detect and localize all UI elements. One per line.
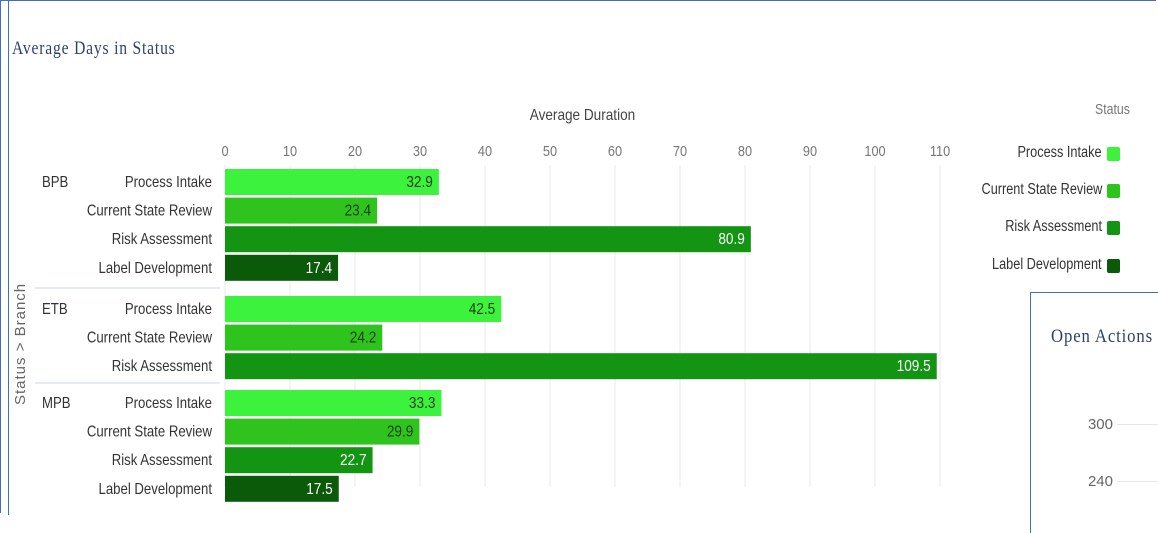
legend-item-label-development[interactable]: Label Development — [940, 256, 1132, 276]
data-label: 17.4 — [306, 260, 333, 277]
frame-left-border — [8, 0, 9, 515]
legend-label: Label Development — [992, 256, 1102, 273]
x-tick-label: 50 — [543, 142, 557, 159]
bar — [225, 390, 442, 416]
inset-gridline — [1117, 481, 1158, 482]
data-label: 33.3 — [409, 395, 436, 412]
data-label: 22.7 — [340, 452, 367, 469]
open-actions-title: Open Actions — [1051, 326, 1154, 347]
legend-item-risk-assessment[interactable]: Risk Assessment — [940, 218, 1132, 238]
x-tick-label: 0 — [221, 142, 228, 159]
legend-swatch — [1107, 147, 1120, 161]
x-tick-label: 20 — [348, 142, 362, 159]
bar — [225, 254, 339, 281]
legend-item-current-state-review[interactable]: Current State Review — [940, 181, 1132, 201]
category-label: Current State Review — [87, 424, 213, 441]
bar — [225, 475, 339, 502]
legend-swatch — [1107, 221, 1120, 235]
category-label: Label Development — [99, 481, 212, 498]
x-tick-label: 90 — [803, 142, 817, 159]
chart-title: Average Days in Status — [12, 38, 176, 59]
y-axis-title: Status > Branch — [12, 283, 29, 405]
branch-label: MPB — [42, 395, 71, 412]
legend-label: Current State Review — [981, 181, 1102, 198]
bar — [225, 197, 378, 224]
open-actions-panel[interactable]: Open Actions 300 240 — [1030, 292, 1158, 533]
x-tick-label: 10 — [283, 142, 297, 159]
x-tick-label: 60 — [608, 142, 622, 159]
legend-item-process-intake[interactable]: Process Intake — [940, 144, 1132, 164]
bar — [225, 418, 420, 445]
category-label: Current State Review — [87, 203, 213, 220]
data-label: 32.9 — [406, 174, 433, 191]
category-label: Process Intake — [125, 174, 212, 191]
data-label: 17.5 — [306, 481, 333, 498]
x-tick-label: 30 — [413, 142, 427, 159]
inset-gridline — [1117, 424, 1158, 425]
data-label: 42.5 — [469, 301, 496, 318]
legend-title: Status — [1095, 101, 1130, 118]
bar — [225, 447, 373, 474]
category-label: Process Intake — [125, 301, 212, 318]
branch-label: ETB — [42, 301, 68, 318]
x-tick-label: 80 — [738, 142, 752, 159]
data-label: 23.4 — [345, 203, 372, 220]
data-label: 24.2 — [350, 330, 377, 347]
category-label: Risk Assessment — [112, 452, 212, 469]
bar — [225, 324, 383, 351]
x-tick-label: 110 — [930, 142, 951, 159]
bar — [225, 296, 502, 322]
x-tick-label: 40 — [478, 142, 492, 159]
category-label: Process Intake — [125, 395, 212, 412]
bar-chart: Average Duration 0 10 20 30 40 50 60 70 80 90 100 11… — [12, 107, 951, 502]
x-tick-label: 70 — [673, 142, 687, 159]
legend-swatch — [1107, 184, 1120, 198]
bar — [225, 169, 439, 195]
legend-label: Risk Assessment — [1005, 218, 1102, 235]
data-label: 80.9 — [718, 231, 745, 248]
data-label: 29.9 — [387, 424, 414, 441]
bar — [225, 353, 937, 380]
bar — [225, 226, 751, 253]
legend-label: Process Intake — [1017, 144, 1102, 161]
inset-tick-label: 240 — [1087, 473, 1113, 490]
legend-swatch — [1107, 259, 1120, 273]
data-label: 109.5 — [897, 358, 931, 375]
x-axis-title: Average Duration — [530, 107, 635, 124]
branch-label: BPB — [42, 174, 68, 191]
x-tick-label: 100 — [864, 142, 885, 159]
category-label: Current State Review — [87, 330, 213, 347]
category-label: Risk Assessment — [112, 358, 212, 375]
category-label: Risk Assessment — [112, 231, 212, 248]
inset-tick-label: 300 — [1087, 416, 1113, 433]
chart-frame — [0, 0, 1156, 513]
category-label: Label Development — [99, 260, 212, 277]
